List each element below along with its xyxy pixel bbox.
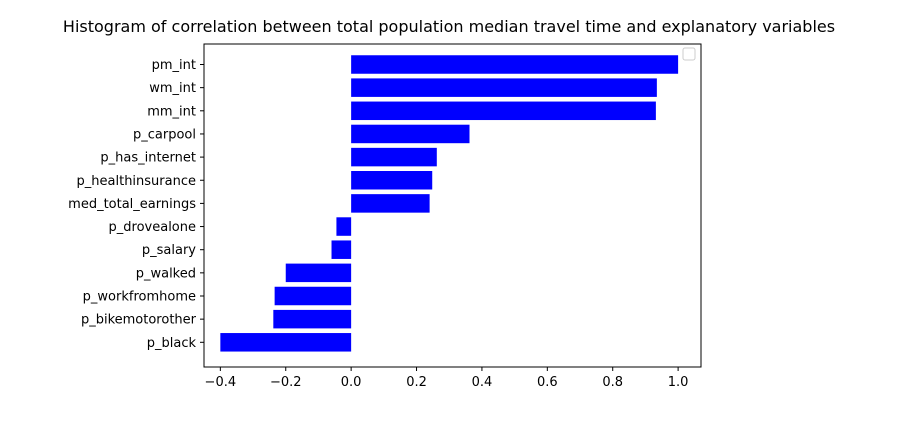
y-tick-label: mm_int [147,104,196,119]
y-tick-label: p_healthinsurance [77,174,196,189]
y-tick-label: p_black [147,336,197,351]
y-tick-label: p_bikemotorother [81,313,197,328]
bar-p-bikemotorother [273,309,352,329]
bar-p-salary [331,240,352,259]
x-tick-label: 0.4 [472,375,493,390]
bar-med-total-earnings [351,194,430,213]
bar-p-healthinsurance [351,171,433,190]
y-tick-label: p_has_internet [100,151,196,166]
plot-frame [203,43,702,368]
bar-p-drovealone [336,217,352,236]
legend-box [682,47,696,61]
x-axis-ticks: −0.4 −0.2 0.0 0.2 0.4 0.6 0.8 1.0 [205,367,689,390]
x-tick-label: 1.0 [668,375,689,390]
x-tick-label: 0.0 [341,375,362,390]
y-tick-label: p_workfromhome [83,290,196,305]
bar-p-carpool [351,124,470,144]
bar-mm-int [351,101,656,121]
bar-pm-int [351,55,679,74]
bar-p-walked [285,263,352,283]
y-axis-ticks: pm_int wm_int mm_int p_carpool p_has_interne… [68,58,204,351]
y-tick-label: p_carpool [133,127,196,142]
x-tick-label: −0.4 [205,375,237,390]
x-tick-label: −0.2 [270,375,302,390]
x-tick-label: 0.8 [602,375,623,390]
bar-p-has-internet [351,147,437,167]
bar-p-black [220,333,352,352]
x-tick-label: 0.6 [537,375,558,390]
x-tick-label: 0.2 [406,375,427,390]
y-tick-label: pm_int [152,58,196,73]
bar-wm-int [351,78,657,97]
y-tick-label: p_salary [142,243,196,258]
y-tick-label: p_drovealone [109,220,196,235]
chart-title: Histogram of correlation between total p… [63,17,835,36]
bar-p-workfromhome [274,286,352,306]
y-tick-label: med_total_earnings [68,197,196,212]
y-tick-label: wm_int [149,81,196,96]
y-tick-label: p_walked [136,266,196,281]
bars-layer [220,55,679,352]
